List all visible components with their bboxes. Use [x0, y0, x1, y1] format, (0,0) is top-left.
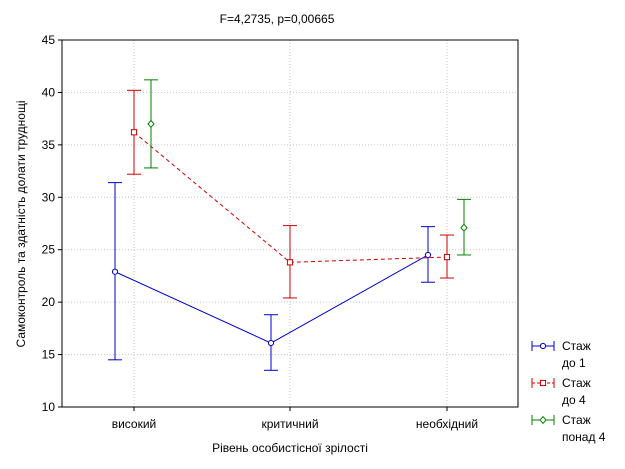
legend-label: Стаж: [562, 376, 591, 390]
x-tick-label: критичний: [261, 417, 318, 431]
y-axis-label: Самоконтроль та здатність долати труднощ…: [14, 101, 28, 348]
x-axis-label: Рівень особистісної зрілості: [212, 441, 368, 455]
legend-item-1: Стаж до 1: [531, 339, 591, 370]
y-tick-label: 35: [42, 138, 56, 152]
legend-item-2: Стаж до 4: [531, 376, 591, 407]
series-1: [108, 182, 435, 371]
x-tick-label: високий: [112, 417, 157, 431]
chart-title: F=4,2735, p=0,00665: [220, 12, 335, 26]
legend-label: Стаж: [562, 413, 591, 427]
grid-lines: [62, 40, 518, 407]
x-axis: високий критичний необхідний: [112, 407, 478, 431]
y-tick-label: 10: [42, 400, 56, 414]
y-tick-label: 25: [42, 243, 56, 257]
marker-circle: [267, 339, 275, 347]
legend-label: до 4: [562, 393, 586, 407]
plot-series: [108, 79, 471, 371]
x-tick-label: необхідний: [416, 417, 478, 431]
marker-diamond: [460, 223, 468, 232]
marker-square: [130, 129, 138, 136]
y-axis: 10 15 20 25 30 35 40 45: [42, 33, 62, 414]
marker-square: [286, 259, 294, 266]
marker-diamond: [147, 119, 155, 129]
legend: Стаж до 1 Стаж до 4 Стаж понад 4: [531, 339, 606, 444]
marker-square: [539, 379, 547, 387]
legend-label: до 1: [562, 356, 586, 370]
y-tick-label: 45: [42, 33, 56, 47]
legend-item-3: Стаж понад 4: [531, 413, 606, 444]
y-tick-label: 30: [42, 190, 56, 204]
y-tick-label: 40: [42, 85, 56, 99]
legend-label: Стаж: [562, 339, 591, 353]
y-tick-label: 20: [42, 295, 56, 309]
marker-circle: [424, 251, 432, 259]
marker-circle: [111, 268, 119, 275]
series-2: [127, 89, 454, 299]
marker-circle: [539, 342, 547, 350]
marker-diamond: [539, 415, 547, 425]
marker-square: [443, 253, 451, 261]
series-3: [144, 79, 471, 256]
legend-label: понад 4: [562, 430, 606, 444]
y-tick-label: 15: [42, 348, 56, 362]
